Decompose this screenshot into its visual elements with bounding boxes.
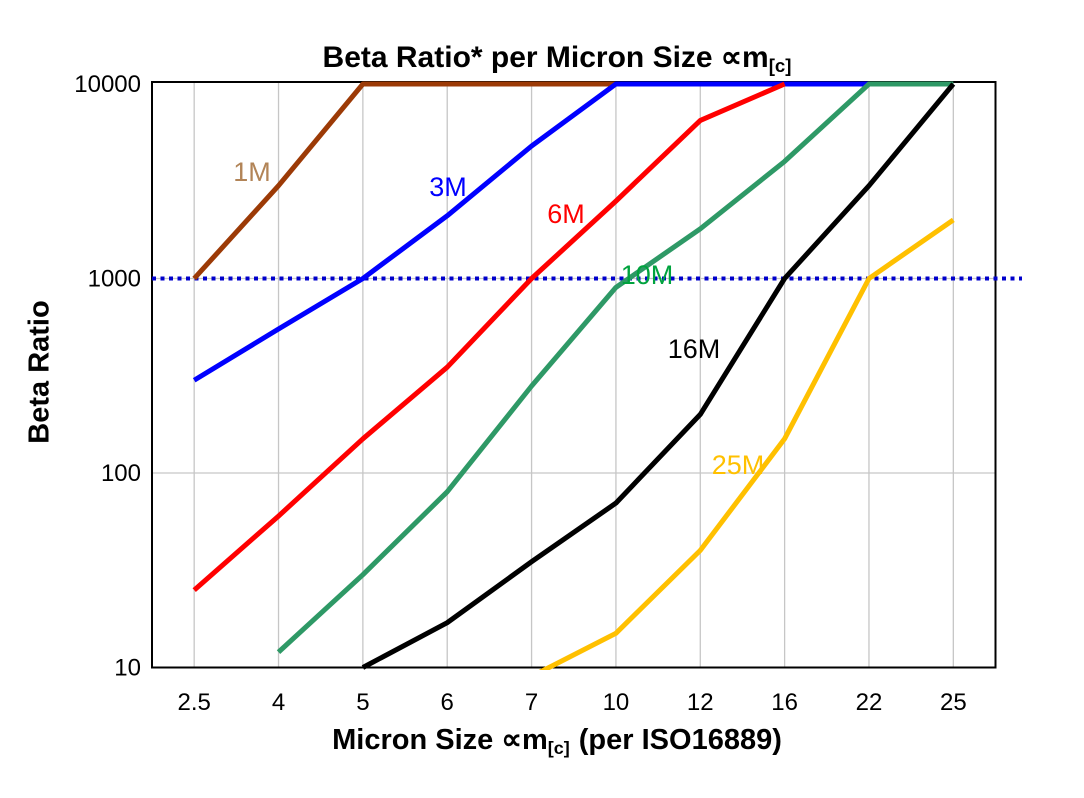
series-line-16M [361, 82, 956, 670]
y-axis-title: Beta Ratio [23, 300, 56, 444]
x-tick-4: 4 [272, 689, 285, 716]
y-tick-10000: 10000 [74, 71, 141, 98]
y-tick-100: 100 [101, 460, 141, 487]
x-tick-10: 10 [603, 689, 630, 716]
series-label-6M: 6M [547, 199, 585, 229]
x-tick-2.5: 2.5 [177, 689, 210, 716]
series-label-3M: 3M [429, 172, 467, 202]
chart-title-text: Beta Ratio* per Micron Size [322, 41, 713, 74]
series-line-6M [192, 81, 786, 592]
x-tick-12: 12 [687, 689, 714, 716]
series-line-10M [276, 81, 954, 654]
x-tick-7: 7 [525, 689, 538, 716]
series-label-16M: 16M [668, 334, 721, 364]
x-tick-6: 6 [441, 689, 454, 716]
series-label-25M: 25M [712, 450, 765, 480]
x-axis-title: Micron Size ∝m[c] (per ISO16889) [30, 722, 1084, 759]
y-tick-1000: 1000 [88, 266, 141, 293]
x-axis-title-subscript: [c] [547, 738, 570, 759]
x-tick-5: 5 [356, 689, 369, 716]
chart-title-subscript: [c] [768, 55, 792, 77]
series-label-1M: 1M [233, 157, 271, 187]
series-label-10M: 10M [621, 260, 674, 290]
x-tick-25: 25 [940, 689, 967, 716]
x-axis-title-suffix: (per ISO16889) [578, 724, 782, 756]
series-line-3M [192, 81, 869, 383]
proportional-symbol: ∝m [720, 41, 769, 74]
chart-title: Beta Ratio* per Micron Size ∝m[c] [30, 40, 1084, 77]
y-tick-10: 10 [114, 655, 141, 682]
x-axis-title-text: Micron Size [332, 724, 494, 756]
proportional-symbol: ∝m [501, 724, 548, 756]
series-line-1M [192, 81, 616, 281]
series-line-25M [538, 217, 955, 670]
x-tick-22: 22 [856, 689, 883, 716]
x-tick-16: 16 [771, 689, 798, 716]
